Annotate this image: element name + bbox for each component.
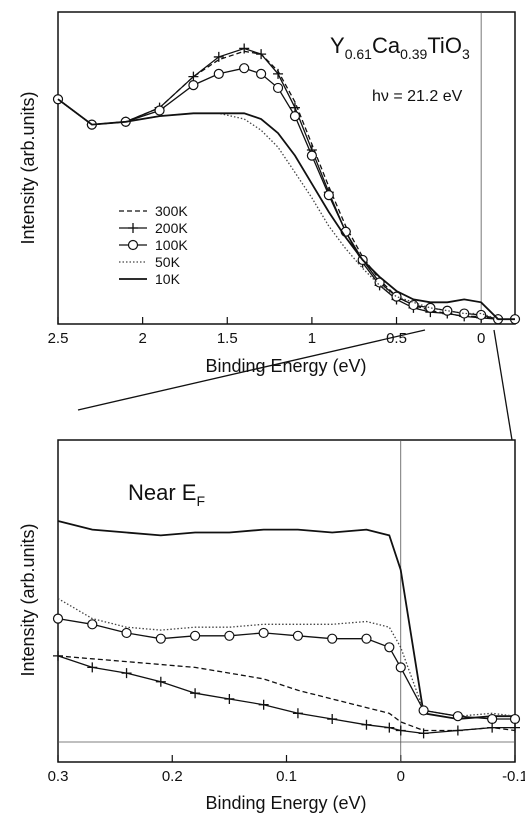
series-line-50K	[57, 98, 515, 320]
top-tick-label: 1.5	[217, 330, 238, 347]
data-point-100K	[256, 68, 267, 79]
bottom-y-axis-label: Intensity (arb.units)	[18, 523, 38, 676]
data-point-200K	[256, 49, 267, 60]
bottom-tick-label: -0.1	[502, 768, 525, 785]
top-x-axis-label: Binding Energy (eV)	[205, 356, 366, 376]
data-point-200K	[384, 722, 395, 733]
series-line-200K	[57, 655, 515, 735]
data-point-100K	[154, 105, 165, 116]
data-point-100K	[459, 308, 470, 319]
data-point-100K	[384, 642, 395, 653]
legend-marker	[128, 223, 138, 233]
top-tick-label: 2.5	[48, 330, 69, 347]
data-point-100K	[306, 150, 317, 161]
data-point-100K	[327, 633, 338, 644]
data-point-200K	[452, 725, 463, 736]
data-point-100K	[190, 630, 201, 641]
data-point-100K	[361, 633, 372, 644]
top-tick-label: 0.5	[386, 330, 407, 347]
data-point-100K	[289, 111, 301, 122]
legend-label: 300K	[155, 203, 188, 219]
data-point-200K	[273, 68, 284, 79]
top-series-group	[52, 43, 521, 325]
top-plot-frame	[57, 11, 516, 325]
data-point-100K	[239, 63, 250, 74]
data-point-100K	[452, 711, 463, 722]
data-point-100K	[476, 309, 487, 321]
series-line-100K	[57, 67, 515, 320]
data-point-200K	[289, 102, 300, 113]
data-point-100K	[408, 299, 419, 311]
bottom-x-axis-label: Binding Energy (eV)	[205, 793, 366, 813]
data-point-200K	[487, 722, 498, 733]
series-line-50K	[57, 597, 516, 717]
data-point-200K	[395, 725, 406, 736]
legend-label: 10K	[155, 271, 181, 287]
data-point-200K	[327, 714, 338, 725]
data-point-200K	[292, 708, 303, 719]
data-point-100K	[213, 68, 224, 79]
data-point-100K	[391, 291, 402, 302]
data-point-100K	[121, 627, 132, 639]
data-point-200K	[155, 676, 166, 687]
top-y-axis-label: Intensity (arb.units)	[18, 91, 38, 244]
data-point-100K	[272, 82, 284, 94]
top-tick-label: 1	[308, 330, 316, 347]
bottom-x-ticks	[57, 440, 516, 762]
data-point-100K	[87, 619, 98, 630]
zoom-connector-left	[77, 329, 426, 411]
data-point-100K	[155, 633, 166, 644]
data-point-100K	[487, 713, 498, 725]
top-tick-label: 0	[477, 330, 485, 347]
data-point-200K	[121, 668, 132, 679]
data-point-100K	[323, 190, 334, 201]
series-line-300K	[57, 655, 516, 732]
data-point-100K	[418, 705, 429, 716]
bottom-series-group	[52, 520, 521, 739]
data-point-200K	[213, 51, 224, 62]
data-point-200K	[190, 688, 201, 699]
data-point-100K	[52, 613, 64, 624]
data-point-100K	[188, 80, 199, 91]
legend-marker	[127, 239, 139, 251]
bottom-chart-title: Near EF	[128, 480, 205, 509]
legend-label: 50K	[155, 254, 181, 270]
bottom-tick-label: 0.1	[276, 768, 297, 785]
series-line-10K	[57, 98, 515, 321]
data-point-200K	[418, 728, 429, 739]
data-point-200K	[188, 71, 199, 82]
data-point-100K	[509, 713, 521, 725]
data-point-200K	[224, 693, 235, 704]
data-point-100K	[292, 630, 304, 641]
data-point-200K	[239, 43, 250, 54]
series-line-10K	[57, 520, 515, 720]
bottom-tick-label: 0.3	[48, 768, 69, 785]
zoom-connector-right	[493, 329, 513, 441]
bottom-tick-label: 0	[397, 768, 405, 785]
series-line-100K	[57, 617, 515, 720]
data-point-200K	[258, 699, 269, 710]
bottom-tick-label: 0.2	[162, 768, 183, 785]
legend-label: 100K	[155, 237, 188, 253]
photon-energy-annotation: hν = 21.2 eV	[372, 88, 463, 105]
data-point-100K	[425, 302, 436, 313]
top-tick-label: 2	[138, 330, 146, 347]
data-point-200K	[53, 650, 63, 661]
data-point-100K	[258, 627, 269, 639]
data-point-100K	[442, 305, 453, 316]
legend-label: 200K	[155, 220, 188, 236]
data-point-200K	[87, 662, 98, 673]
top-chart-title: Y0.61Ca0.39TiO3	[330, 33, 470, 62]
data-point-200K	[361, 719, 372, 730]
data-point-100K	[395, 662, 406, 673]
data-point-200K	[510, 722, 520, 733]
data-point-100K	[224, 630, 235, 641]
